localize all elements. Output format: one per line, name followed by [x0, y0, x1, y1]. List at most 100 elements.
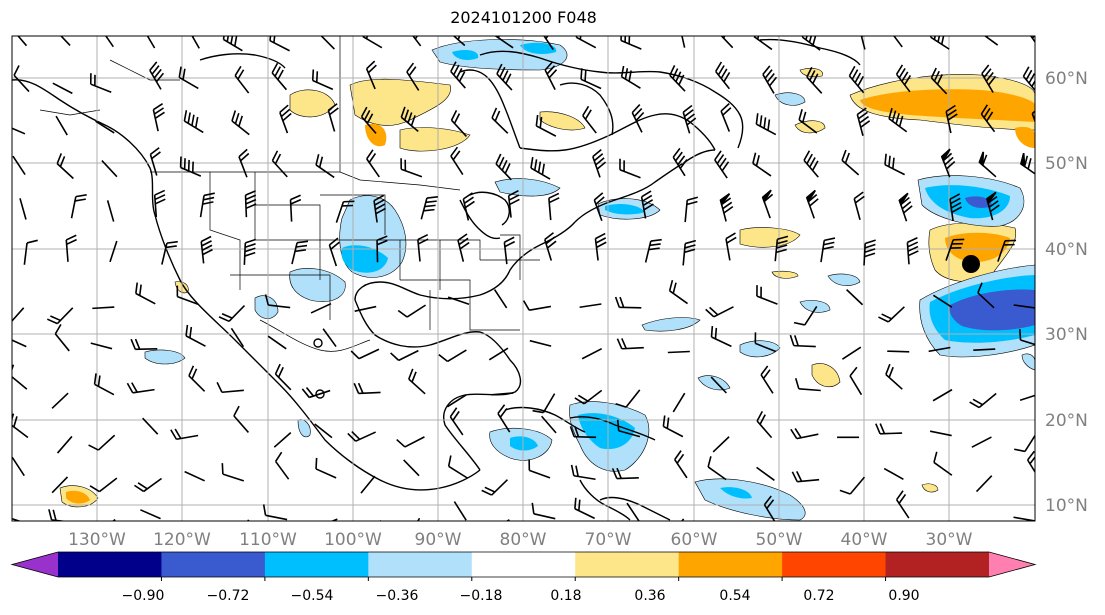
wind-barb: [95, 120, 115, 134]
positive-anomaly-region: [739, 227, 801, 248]
negative-anomaly-region: [720, 487, 752, 499]
wind-barb: [360, 106, 377, 134]
wind-barb: [674, 450, 688, 479]
wind-barb: [720, 103, 732, 132]
wind-barb: [373, 194, 386, 223]
lon-label: 100°W: [324, 530, 382, 550]
wind-barb: [328, 237, 340, 267]
wind-barb: [619, 158, 641, 179]
wind-barb: [1022, 66, 1035, 92]
wind-barb: [244, 190, 257, 218]
wind-barb: [793, 306, 818, 326]
wind-barb: [353, 382, 381, 395]
wind-barb: [888, 107, 908, 133]
wind-barb: [849, 366, 863, 396]
wind-barb: [503, 236, 516, 265]
wind-barb: [1014, 434, 1035, 453]
wind-barb: [46, 307, 74, 325]
wind-barb: [452, 36, 466, 47]
colorbar-label: −0.90: [122, 588, 165, 604]
wind-barbs: [12, 36, 1035, 541]
wind-barb: [616, 338, 644, 350]
wind-barb: [980, 523, 992, 541]
wind-barb: [1031, 110, 1035, 124]
wind-barb: [672, 392, 686, 413]
wind-barb: [884, 153, 905, 176]
wind-barb: [271, 62, 288, 91]
colorbar-label: −0.18: [460, 588, 503, 604]
wind-barb: [462, 192, 475, 221]
wind-barb: [614, 296, 642, 309]
wind-barb: [274, 451, 290, 480]
lon-label: 130°W: [68, 530, 126, 550]
wind-barb: [895, 64, 912, 93]
wind-barb: [134, 477, 162, 493]
negative-anomaly-region: [578, 413, 635, 450]
wind-barb: [360, 475, 376, 494]
wind-barb: [794, 378, 821, 392]
wind-barb: [522, 300, 552, 311]
negative-anomaly-region: [827, 273, 861, 286]
wind-barb: [376, 235, 388, 263]
wind-barb: [400, 106, 419, 132]
positive-anomaly-region: [66, 490, 90, 504]
wind-barb: [238, 148, 250, 178]
negative-anomaly-region: [289, 268, 346, 302]
wind-barb: [669, 65, 686, 92]
wind-barb: [199, 192, 215, 218]
wind-barb: [185, 324, 206, 347]
colorbar-swatch: [575, 552, 680, 577]
colorbar-label: 0.18: [550, 588, 581, 604]
wind-barb: [684, 196, 699, 223]
wind-barb: [88, 434, 116, 451]
negative-anomaly-region: [1021, 353, 1035, 371]
positive-anomaly-region: [771, 270, 799, 279]
wind-barb: [420, 196, 438, 220]
wind-barb: [1020, 153, 1035, 175]
wind-barb: [347, 431, 376, 442]
wind-barb: [450, 61, 466, 89]
wind-barb: [672, 147, 688, 177]
wind-barb: [940, 148, 956, 178]
wind-barb: [17, 36, 28, 47]
wind-barb: [579, 303, 602, 309]
political-borders: [39, 36, 540, 352]
colorbar-swatch: [58, 552, 162, 577]
wind-barb: [1019, 394, 1035, 402]
wind-barb: [264, 294, 291, 309]
wind-barb: [710, 325, 732, 348]
lat-label: 10°N: [1045, 496, 1088, 516]
lon-label: 50°W: [756, 530, 803, 550]
wind-barb: [447, 455, 468, 479]
wind-barb: [396, 436, 425, 448]
wind-barb: [493, 289, 508, 309]
wind-barb: [56, 435, 73, 454]
wind-barb: [949, 193, 962, 222]
wind-barb: [906, 237, 919, 265]
negative-anomaly-region: [510, 436, 538, 451]
wind-barb: [841, 346, 862, 360]
wind-barb: [806, 66, 823, 94]
wind-barb: [365, 60, 377, 90]
wind-barb: [593, 192, 605, 222]
wind-barb: [756, 410, 773, 439]
wind-barb: [860, 36, 866, 50]
wind-barb: [314, 423, 333, 439]
wind-barb: [51, 476, 69, 494]
wind-barb: [1026, 450, 1035, 474]
wind-barb: [397, 304, 426, 318]
wind-barb: [271, 150, 288, 178]
wind-barb: [101, 160, 118, 178]
wind-barb: [626, 502, 640, 521]
wind-barb: [273, 432, 292, 448]
wind-barb: [929, 36, 950, 50]
negative-anomaly-region: [799, 300, 831, 313]
wind-barb: [820, 237, 836, 263]
wind-barb: [839, 476, 866, 495]
wind-barb: [798, 109, 818, 134]
wind-barb: [932, 294, 953, 308]
wind-barb: [179, 156, 202, 177]
positive-anomaly-region: [811, 363, 841, 388]
positive-anomaly-region: [365, 123, 387, 147]
wind-barb: [262, 504, 288, 521]
